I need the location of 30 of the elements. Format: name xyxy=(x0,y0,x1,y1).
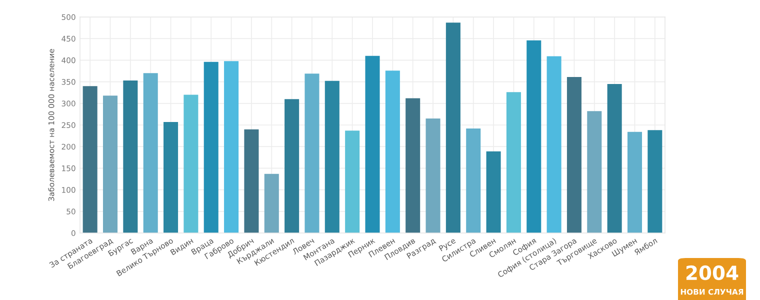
bar xyxy=(385,70,400,233)
bar xyxy=(587,111,602,233)
bar xyxy=(426,118,440,233)
bar xyxy=(406,98,420,233)
bar xyxy=(466,128,481,233)
bar xyxy=(526,40,542,233)
bar xyxy=(244,129,259,233)
text: 2004 xyxy=(686,265,738,280)
bar xyxy=(224,61,239,233)
bar xyxy=(365,56,380,233)
bar xyxy=(164,122,178,233)
bar xyxy=(627,132,642,233)
bar xyxy=(184,94,198,233)
bar xyxy=(304,74,320,233)
bar xyxy=(143,73,158,233)
bar xyxy=(82,86,98,233)
bar xyxy=(506,92,521,233)
bar xyxy=(648,130,662,233)
bar xyxy=(345,130,360,233)
bar xyxy=(324,80,340,233)
bar xyxy=(546,56,562,233)
bar xyxy=(446,22,460,233)
bar xyxy=(264,174,279,233)
bar xyxy=(607,84,622,233)
bar xyxy=(204,62,218,233)
bar xyxy=(566,77,582,233)
bar xyxy=(123,80,138,233)
bar xyxy=(102,96,118,233)
bar xyxy=(486,151,501,233)
bar xyxy=(284,99,300,233)
